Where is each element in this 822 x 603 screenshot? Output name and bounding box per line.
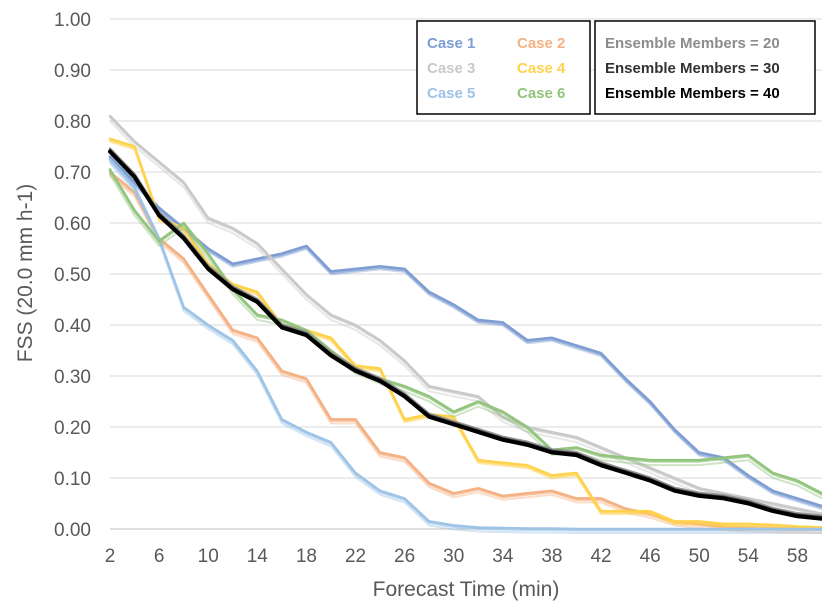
series-line-case-2-m20 (109, 175, 822, 534)
members-legend: Ensemble Members = 20 Ensemble Members =… (594, 20, 816, 115)
series-line-case-1-m20 (109, 158, 822, 511)
y-tick-labels: 0.00 0.10 0.20 0.30 0.40 0.50 0.60 0.70 0.80 0.90… (54, 10, 91, 541)
legend-case-1: Case 1 (427, 35, 475, 52)
y-tick-label: 0.10 (54, 469, 91, 490)
series-line-case-4-m20 (109, 140, 822, 532)
x-axis-label: Forecast Time (min) (373, 578, 560, 601)
y-tick-label: 0.40 (54, 316, 91, 337)
series-line-members-40 (108, 149, 822, 521)
x-tick-label: 26 (394, 546, 415, 567)
x-tick-label: 46 (640, 546, 661, 567)
series-line-case-5-m30 (109, 159, 822, 532)
members-legend-box (594, 20, 816, 115)
x-tick-label: 50 (689, 546, 710, 567)
x-tick-label: 10 (198, 546, 219, 567)
x-tick-label: 34 (492, 546, 514, 567)
legend-members-30: Ensemble Members = 30 (605, 60, 780, 77)
y-tick-label: 1.00 (54, 10, 91, 31)
legend-case-6: Case 6 (517, 85, 565, 102)
legend-case-2: Case 2 (517, 35, 565, 52)
legend-case-5: Case 5 (427, 85, 475, 102)
case-legend-box (416, 20, 591, 115)
x-tick-label: 38 (541, 546, 562, 567)
y-tick-label: 0.20 (54, 418, 91, 439)
x-tick-label: 18 (296, 546, 317, 567)
series-line-case-3-m30 (109, 116, 822, 517)
y-tick-label: 0.90 (54, 61, 91, 82)
legend-case-4: Case 4 (517, 60, 566, 77)
x-tick-label: 30 (443, 546, 464, 567)
y-tick-label: 0.60 (54, 214, 91, 235)
y-tick-label: 0.50 (54, 265, 91, 286)
x-tick-label: 54 (738, 546, 760, 567)
y-tick-label: 0.70 (54, 163, 91, 184)
x-tick-label: 6 (154, 546, 165, 567)
legend-case-3: Case 3 (427, 60, 475, 77)
series-line-case-5-m20 (109, 162, 822, 534)
y-tick-label: 0.00 (54, 520, 91, 541)
series-line-case-3-m40 (108, 114, 822, 515)
series-lines (108, 114, 822, 534)
x-tick-label: 22 (345, 546, 366, 567)
series-line-case-2-m40 (108, 170, 822, 531)
y-tick-label: 0.30 (54, 367, 91, 388)
series-line-case-1-m30 (109, 157, 822, 509)
x-tick-label: 58 (787, 546, 808, 567)
series-line-case-1-m40 (108, 155, 822, 508)
series-line-case-4-m40 (108, 137, 822, 529)
y-tick-label: 0.80 (54, 112, 91, 133)
x-tick-label: 42 (590, 546, 611, 567)
x-tick-label: 2 (105, 546, 116, 567)
x-tick-label: 14 (247, 546, 269, 567)
legend-members-40: Ensemble Members = 40 (605, 85, 780, 102)
legend-members-20: Ensemble Members = 20 (605, 35, 780, 52)
series-line-case-5-m40 (108, 158, 822, 531)
x-tick-labels: 2 6 10 14 18 22 26 30 34 38 42 46 50 54 58 (105, 546, 808, 567)
case-legend: Case 1 Case 2 Case 3 Case 4 Case 5 Case … (416, 20, 591, 115)
y-axis-label: FSS (20.0 mm h-1) (14, 184, 37, 363)
